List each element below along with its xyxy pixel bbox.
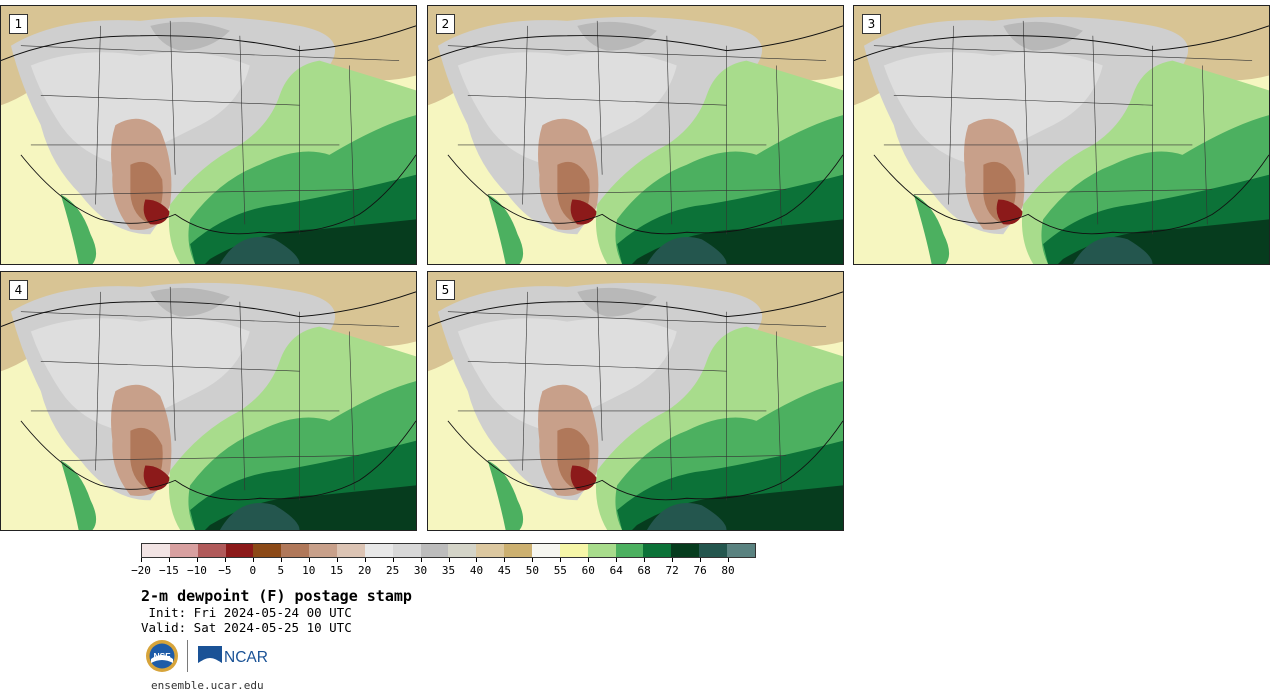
colorbar-tick-label: 35	[441, 564, 456, 577]
colorbar-cell	[727, 544, 755, 557]
colorbar-tick-label: 40	[469, 564, 484, 577]
colorbar-tick-label: 30	[413, 564, 428, 577]
colorbar-tick	[728, 558, 730, 562]
colorbar-cell	[169, 544, 198, 557]
dewpoint-map	[428, 272, 843, 530]
colorbar-tick-label: 55	[553, 564, 567, 577]
colorbar-tick	[448, 558, 450, 562]
colorbar-tick	[504, 558, 506, 562]
colorbar-tick-label: −10	[186, 564, 207, 577]
colorbar-tick-label: 5	[277, 564, 285, 577]
init-time: Init: Fri 2024-05-24 00 UTC	[141, 605, 352, 620]
dewpoint-map	[1, 272, 416, 530]
colorbar-tick	[224, 558, 226, 562]
colorbar-tick	[420, 558, 422, 562]
colorbar-cell	[225, 544, 254, 557]
panel-number: 5	[436, 280, 455, 300]
colorbar-cell	[197, 544, 226, 557]
ensemble-member-panel-4: 4	[0, 271, 417, 531]
panel-number: 1	[9, 14, 28, 34]
colorbar-tick-label: 60	[581, 564, 595, 577]
ensemble-member-panel-1: 1	[0, 5, 417, 265]
colorbar-tick	[252, 558, 254, 562]
colorbar-tick-label: 15	[330, 564, 344, 577]
colorbar-tick	[141, 558, 142, 562]
ensemble-member-panel-3: 3	[853, 5, 1270, 265]
ensemble-member-panel-2: 2	[427, 5, 844, 265]
dewpoint-colorbar	[141, 543, 756, 558]
colorbar-tick	[280, 558, 282, 562]
colorbar-tick-labels: −20 −15 −10 −5 0 5 10 15 20 25 30 35 40 45 50 55 60 64 68 7…	[131, 558, 756, 578]
nsf-logo-text: NSF	[154, 651, 171, 661]
colorbar-cell	[699, 544, 728, 557]
colorbar-cell	[392, 544, 421, 557]
colorbar-tick	[644, 558, 646, 562]
dewpoint-map	[854, 6, 1269, 264]
colorbar-tick	[560, 558, 562, 562]
colorbar-cell	[337, 544, 365, 557]
colorbar-tick-label: 76	[693, 564, 707, 577]
colorbar-cell	[532, 544, 560, 557]
colorbar-tick-label: 25	[385, 564, 400, 577]
panel-number: 2	[436, 14, 455, 34]
panel-number: 4	[9, 280, 28, 300]
colorbar-tick	[532, 558, 534, 562]
colorbar-tick	[672, 558, 674, 562]
colorbar-tick	[196, 558, 198, 562]
colorbar-cell	[142, 544, 170, 557]
colorbar-tick	[308, 558, 310, 562]
colorbar-tick-label: 0	[249, 564, 257, 577]
colorbar-cell	[615, 544, 644, 557]
colorbar-cell	[253, 544, 282, 557]
colorbar-tick-label: 72	[665, 564, 679, 577]
dewpoint-map	[1, 6, 416, 264]
colorbar-tick-label: 20	[358, 564, 372, 577]
colorbar-tick	[364, 558, 366, 562]
colorbar-tick-label: 64	[609, 564, 623, 577]
colorbar-tick-label: −15	[159, 564, 179, 577]
colorbar-cell	[309, 544, 338, 557]
colorbar-cell	[281, 544, 310, 557]
colorbar-cell	[643, 544, 672, 557]
colorbar-cell	[559, 544, 588, 557]
colorbar-cell	[671, 544, 700, 557]
site-url: ensemble.ucar.edu	[151, 679, 264, 692]
colorbar-tick-label: 10	[302, 564, 316, 577]
colorbar-cell	[448, 544, 477, 557]
panel-number: 3	[862, 14, 881, 34]
colorbar-tick	[588, 558, 590, 562]
colorbar-cell	[587, 544, 616, 557]
valid-time: Valid: Sat 2024-05-25 10 UTC	[141, 620, 352, 635]
nsf-logo: NSF	[146, 640, 178, 672]
colorbar-tick-label: 80	[721, 564, 735, 577]
dewpoint-map	[428, 6, 843, 264]
colorbar-tick-label: 68	[637, 564, 651, 577]
colorbar-tick	[616, 558, 618, 562]
ensemble-member-panel-5: 5	[427, 271, 844, 531]
colorbar-tick	[336, 558, 338, 562]
colorbar-tick-label: −5	[218, 564, 232, 577]
colorbar-tick-label: −20	[131, 564, 151, 577]
colorbar-tick	[476, 558, 478, 562]
colorbar-tick-label: 50	[525, 564, 539, 577]
colorbar-cell	[420, 544, 449, 557]
colorbar-cell	[504, 544, 533, 557]
colorbar-tick	[700, 558, 702, 562]
logo-divider	[187, 640, 188, 672]
plot-title: 2-m dewpoint (F) postage stamp	[141, 587, 412, 605]
colorbar-tick	[168, 558, 170, 562]
colorbar-cell	[364, 544, 393, 557]
ncar-logo-text: NCAR	[224, 649, 268, 666]
ncar-logo: NCAR	[197, 646, 268, 666]
colorbar-tick-label: 45	[497, 564, 512, 577]
colorbar-tick	[392, 558, 394, 562]
colorbar-cell	[476, 544, 505, 557]
